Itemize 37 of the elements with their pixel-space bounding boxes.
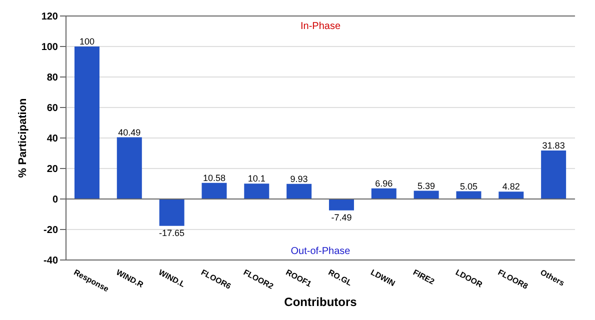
data-label: 40.49 [118,127,141,138]
data-label: 31.83 [542,140,565,150]
y-tick-label: 100 [41,42,58,54]
data-label: -17.65 [159,228,185,238]
data-label: 4.82 [502,182,520,192]
bar [116,137,142,199]
y-tick-label: 40 [46,134,58,145]
y-tick-label: -20 [44,225,58,236]
y-axis-title: % Participation [16,98,29,178]
data-label: 100 [79,36,94,46]
data-label: 5.39 [418,180,436,191]
y-tick-label: 60 [46,103,58,114]
bar [159,199,184,226]
y-tick-label: 80 [46,72,58,84]
bar [456,191,482,199]
bar [244,184,270,199]
bar [286,184,312,199]
data-label: 10.58 [202,172,226,183]
bar [541,150,566,199]
annotation: Out-of-Phase [290,246,351,257]
bar [414,190,439,199]
bar [202,182,227,199]
y-tick-label: 120 [41,12,58,23]
data-label: 10.1 [248,174,266,184]
y-tick-label: 20 [46,164,58,176]
bar [74,46,100,199]
x-axis-title: Contributors [284,295,358,309]
bar [498,192,524,199]
bar [328,199,354,210]
data-label: 9.93 [290,174,308,184]
y-tick-label: -40 [44,256,58,267]
data-label: -7.49 [331,212,352,222]
y-tick-label: 0 [52,194,58,206]
data-label: 6.96 [375,178,393,188]
bar [371,188,396,199]
data-label: 5.05 [460,181,478,192]
annotation: In-Phase [300,21,341,32]
